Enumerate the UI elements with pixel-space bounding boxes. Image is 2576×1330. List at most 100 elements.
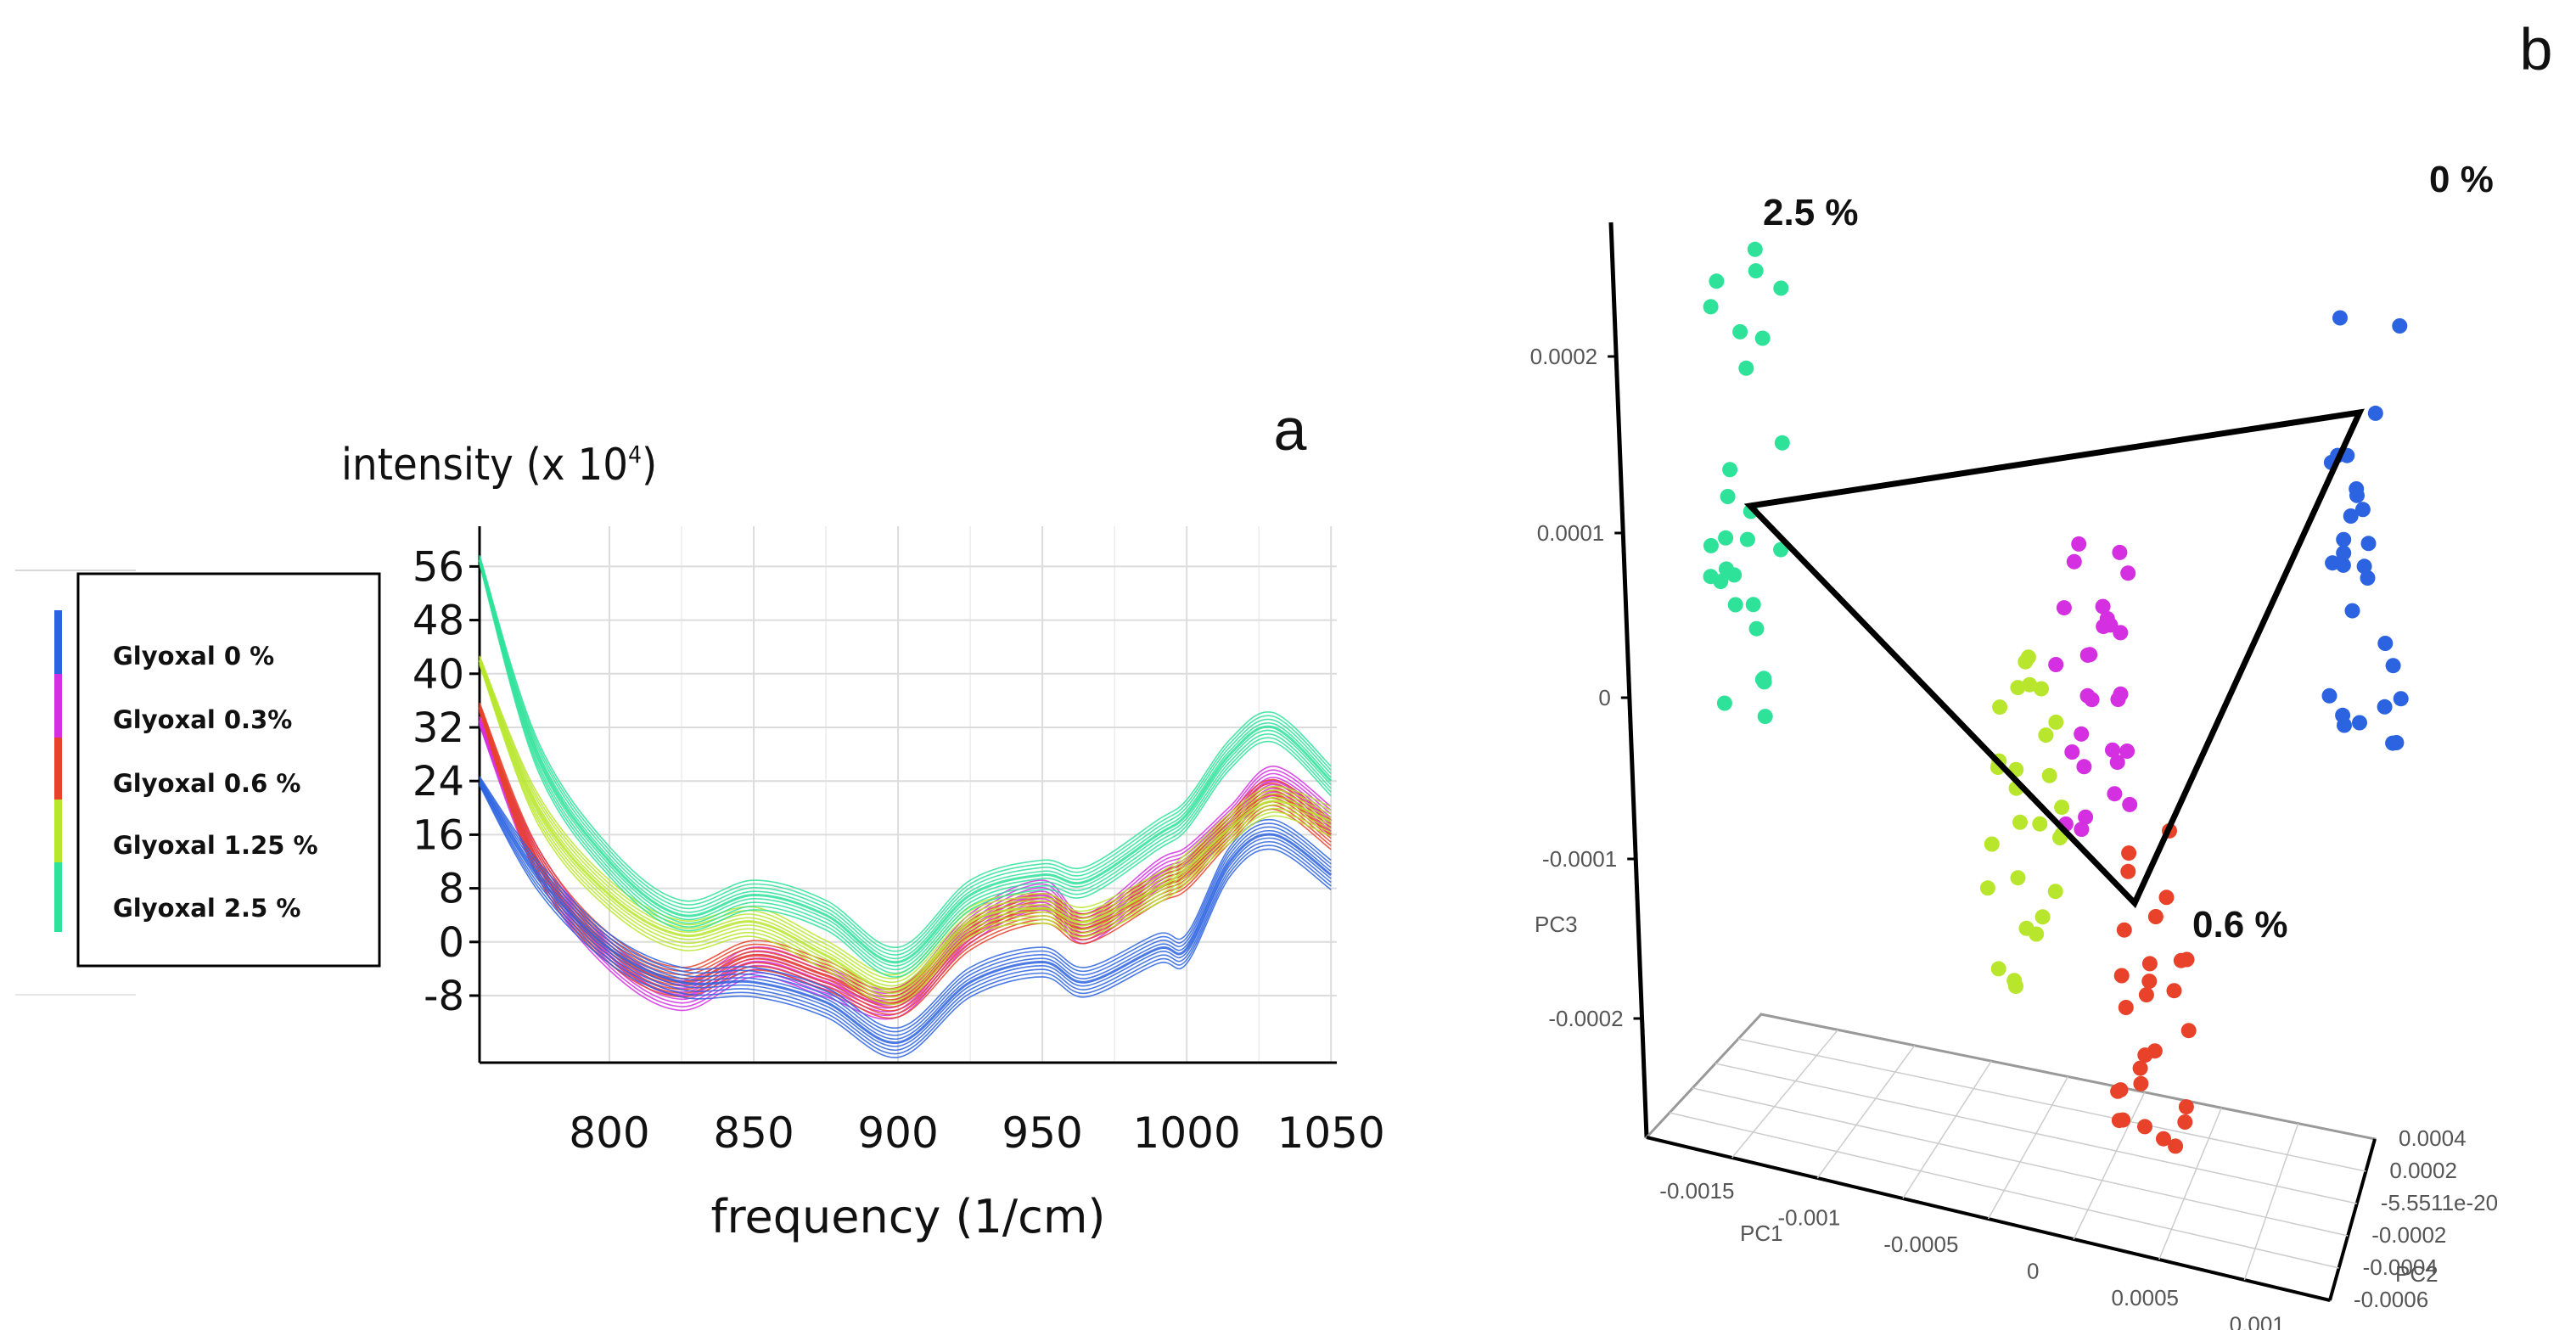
panel-a: 800 850 900 950 1000 1050 56 48 40 32 24 16 8 0 -8 int… (15, 396, 1385, 1243)
scatter-point (2377, 636, 2394, 651)
spectrum-line (479, 560, 1332, 967)
scatter-point (2120, 863, 2136, 879)
spectrum-line (479, 783, 1332, 1055)
pc3-label: PC3 (1535, 912, 1578, 937)
pc2-label: PC2 (2395, 1261, 2439, 1287)
pc2-tick-label: -0.0002 (2371, 1222, 2446, 1248)
spectrum-line (479, 661, 1332, 995)
scatter-point (2071, 536, 2087, 552)
floor-grid (1669, 1029, 2366, 1281)
ticks-b: 0.0002 0.0001 0 -0.0001 -0.0002 -0.0015 -0.001… (1530, 344, 2498, 1330)
scatter-point (1990, 961, 2006, 977)
pc3-tick-label: -0.0002 (1548, 1006, 1623, 1031)
scatter-point (1718, 530, 1734, 546)
scatter-point (1745, 597, 1761, 613)
spectrum-line (479, 658, 1332, 984)
pc1-tick-label: -0.0015 (1659, 1178, 1734, 1204)
scatter-point (2367, 405, 2383, 421)
scatter-point (1726, 567, 1743, 583)
spectrum-line (479, 564, 1332, 978)
spectrum-line (479, 779, 1332, 1040)
scatter-point (2137, 1047, 2153, 1063)
scatter-point (2360, 570, 2376, 586)
scatter-point (2095, 598, 2111, 614)
scatter-point (2038, 727, 2054, 744)
spectrum-line (479, 776, 1332, 1029)
scatter-point (1754, 330, 1771, 346)
pc3-axis (1608, 222, 1649, 1138)
scatter-point (2168, 1138, 2184, 1154)
spectrum-line (479, 664, 1332, 1006)
scatter-point (2008, 979, 2023, 994)
scatter-point (2325, 555, 2341, 571)
scatter-point (2332, 310, 2348, 326)
scatter-point (2113, 968, 2130, 984)
x-tick-label: 950 (1002, 1108, 1082, 1158)
floor-plane (1644, 1013, 2377, 1302)
legend-swatch (54, 862, 62, 932)
scatter-point (2110, 1083, 2126, 1099)
scatter-point (2120, 565, 2136, 581)
spectrum-line (478, 559, 1333, 964)
pc1-tick-label: -0.0005 (1883, 1232, 1958, 1257)
scatter-point (1703, 537, 1719, 553)
scatter-point (2034, 681, 2049, 697)
scatter-point (2113, 686, 2129, 702)
scatter-point (2178, 1099, 2194, 1115)
scatter-point (2109, 755, 2125, 771)
scatter-point (2041, 767, 2057, 783)
spectrum-line (479, 782, 1332, 1047)
panel-label-b: b (2520, 16, 2553, 82)
spectrum-line (479, 659, 1332, 987)
legend-label: Glyoxal 0.6 % (113, 769, 300, 798)
scatter-point (1748, 620, 1765, 637)
spectrum-line (478, 659, 1332, 991)
floor-grid-line (2158, 1107, 2222, 1260)
y-tick-label: -8 (424, 973, 464, 1020)
scatter-point (2032, 816, 2048, 832)
scatter-point (2079, 687, 2096, 704)
scatter-point (2010, 870, 2026, 886)
scatter-point (2179, 951, 2195, 968)
scatter-point (1754, 671, 1771, 687)
cluster-0-3 (2048, 536, 2138, 838)
scatter-point (2388, 735, 2405, 750)
scatter-point (2010, 680, 2026, 696)
legend-box (76, 572, 381, 968)
pc1-tick-label: -0.001 (1777, 1205, 1840, 1231)
scatter-point (1722, 462, 1738, 478)
scatter-point (2066, 553, 2082, 570)
x-axis-label-a: frequency (1/cm) (711, 1190, 1106, 1243)
scatter-point (1979, 880, 1995, 896)
scatter-point (2064, 744, 2080, 760)
legend-swatch (54, 738, 62, 807)
spectrum-line (479, 785, 1332, 1058)
scatter-point (2116, 922, 2132, 938)
scatter-point (2074, 822, 2090, 838)
floor-grid-line (1715, 1063, 2357, 1204)
scatter-point (2336, 545, 2352, 561)
scatter-point (2354, 502, 2371, 518)
spectrum-line (479, 777, 1332, 1033)
scatter-point (2335, 707, 2351, 723)
scatter-point (1727, 597, 1743, 613)
pc3-tick-label: 0.0001 (1537, 520, 1605, 546)
series-glyoxal-2-5- (478, 555, 1333, 978)
axes-a (478, 526, 1337, 1064)
scatter-point (2356, 558, 2372, 575)
panel-b: b 0.0002 0.0001 0 -0.0001 -0.0002 -0.0015 -0.0… (1530, 16, 2553, 1330)
scatter-point (2107, 786, 2123, 802)
scatter-point (1739, 531, 1755, 547)
pc2-tick-label: -0.0004 (2363, 1254, 2438, 1280)
legend-label: Glyoxal 0 % (113, 642, 274, 671)
pc2-axis (2328, 1138, 2377, 1301)
floor-grid-line (1737, 1038, 2366, 1172)
scatter-point (2392, 318, 2408, 334)
pc3-tick-label: -0.0001 (1542, 846, 1617, 872)
y-tick-label: 0 (438, 919, 464, 967)
scatter-point (1732, 323, 1748, 340)
y-tick-label: 8 (438, 866, 464, 913)
scatter-point (2029, 926, 2045, 942)
scatter-point (2377, 699, 2393, 715)
scatter-point (2112, 544, 2128, 560)
